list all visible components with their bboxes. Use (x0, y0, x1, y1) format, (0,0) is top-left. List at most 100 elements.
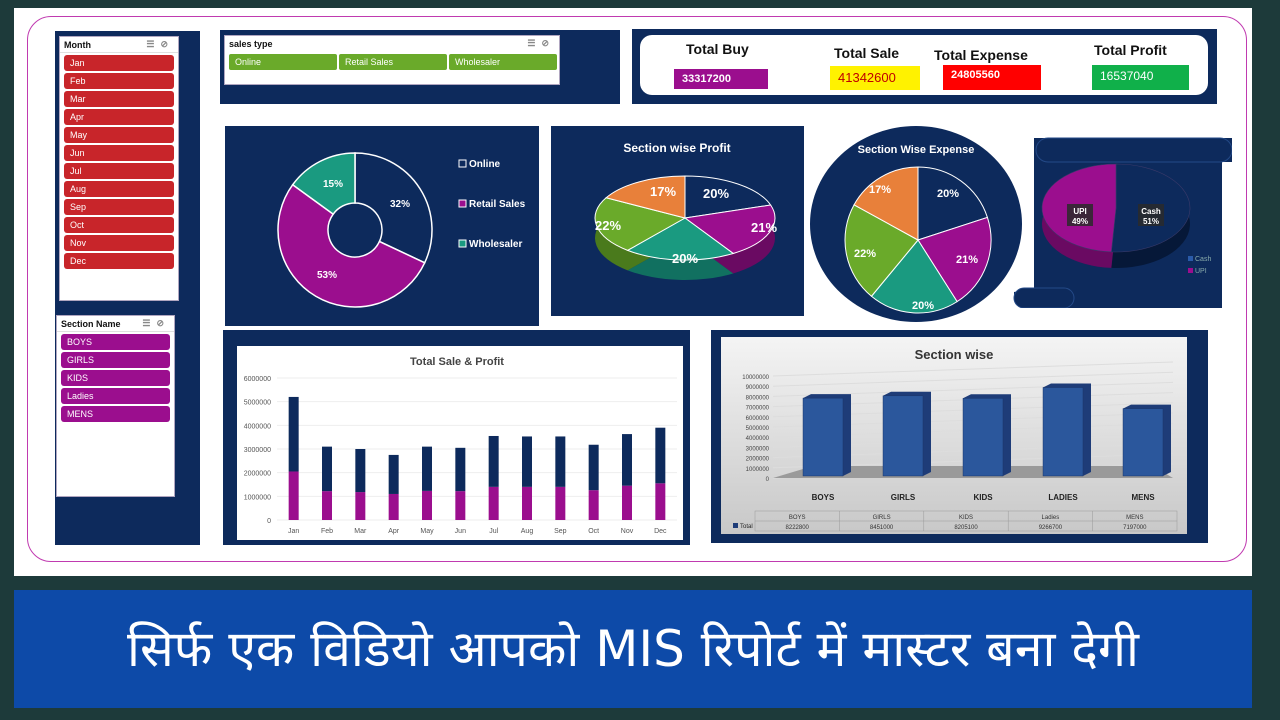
clear-filter-icon[interactable]: ☰⊘ (142, 318, 170, 328)
sale-bar-0-3 (388, 493, 399, 520)
donut-legend-label-1: Retail Sales (469, 199, 526, 210)
month-item-11[interactable]: Dec (64, 253, 174, 269)
sales-type-title: sales type (229, 39, 273, 49)
sale-ytick-5: 5000000 (244, 400, 271, 407)
section-slicer-title: Section Name (61, 319, 121, 329)
sale-bar-0-8 (555, 486, 566, 520)
multi-select-icon[interactable]: ☰⊘ (146, 39, 174, 49)
section-grid-9 (772, 371, 1174, 387)
section-bar-2 (962, 398, 1004, 477)
month-item-3[interactable]: Apr (64, 109, 174, 125)
month-item-6[interactable]: Jul (64, 163, 174, 179)
section-ytick-2: 2000000 (746, 457, 770, 463)
profit-slice-3 (594, 197, 687, 251)
payment-legend-label-0: Cash (1195, 256, 1211, 263)
donut-label-1: 53% (317, 270, 337, 281)
sales-type-header: sales type ☰⊘ (225, 36, 559, 52)
donut-legend-swatch-0 (458, 159, 467, 168)
donut-legend-label-0: Online (469, 159, 501, 170)
total-profit-value: 16537040 (1092, 65, 1189, 90)
sale-xtick-1: Feb (321, 528, 333, 535)
sale-bar-1-2 (355, 449, 366, 493)
sales-type-item-1[interactable]: Retail Sales (339, 54, 447, 70)
profit-slice-4 (605, 175, 686, 219)
sale-bar-1-4 (422, 446, 432, 491)
sale-ytick-3: 3000000 (244, 447, 271, 454)
section-table-value-2: 8205100 (954, 525, 978, 531)
section-table-header-0: BOYS (789, 515, 806, 521)
expense-label-3: 22% (854, 248, 876, 260)
sale-bar-0-11 (655, 483, 666, 520)
month-item-4[interactable]: May (64, 127, 174, 143)
section-table-swatch (733, 523, 738, 528)
section-table-series-name: Total (740, 524, 753, 530)
payment-legend-swatch-1 (1188, 268, 1193, 273)
sale-bar-0-5 (455, 491, 466, 520)
month-item-7[interactable]: Aug (64, 181, 174, 197)
month-item-5[interactable]: Jun (64, 145, 174, 161)
section-table-header-2: KIDS (959, 515, 973, 521)
section-item-2[interactable]: KIDS (61, 370, 170, 386)
sales-type-slicer: sales type ☰⊘ Online Retail Sales Wholesal… (224, 35, 560, 85)
month-item-1[interactable]: Feb (64, 73, 174, 89)
kpi-card: Total Buy 33317200 Total Sale 41342600 T… (640, 35, 1208, 95)
sale-xtick-5: Jun (455, 528, 466, 535)
title-banner: सिर्फ एक विडियो आपको MIS रिपोर्ट में मास… (14, 590, 1252, 708)
section-wise-panel: Section wise 0 1000000 2000000 3000000 400000… (711, 330, 1208, 543)
month-slicer-title: Month (64, 40, 91, 50)
kpi-panel: Total Buy 33317200 Total Sale 41342600 T… (632, 29, 1217, 104)
expense-slice-3 (844, 204, 919, 297)
month-slicer-header: Month ☰⊘ (60, 37, 178, 53)
total-sale-label: Total Sale (834, 45, 900, 61)
section-bar-4 (1122, 408, 1164, 477)
section-ytick-1: 1000000 (746, 467, 770, 473)
section-bar-0 (802, 397, 844, 477)
month-item-0[interactable]: Jan (64, 55, 174, 71)
section-item-4[interactable]: MENS (61, 406, 170, 422)
section-item-1[interactable]: GIRLS (61, 352, 170, 368)
filter-icon[interactable]: ☰⊘ (527, 38, 555, 48)
section-item-3[interactable]: Ladies (61, 388, 170, 404)
sale-ytick-4: 4000000 (244, 423, 271, 430)
sale-bar-0-7 (522, 486, 532, 520)
donut-label-0: 32% (390, 199, 410, 210)
section-table-header-3: Ladies (1042, 515, 1060, 521)
profit-label-0: 20% (703, 186, 729, 201)
scroll-bottom-roll (1013, 287, 1075, 309)
donut-slice-2 (291, 152, 356, 216)
sale-xtick-9: Oct (588, 528, 599, 535)
sale-chart-title: Total Sale & Profit (410, 356, 504, 368)
profit-label-1: 21% (751, 220, 777, 235)
sales-type-item-list: Online Retail Sales Wholesaler (225, 52, 559, 72)
month-item-2[interactable]: Mar (64, 91, 174, 107)
sales-type-item-2[interactable]: Wholesaler (449, 54, 557, 70)
section-table-value-1: 8451000 (870, 525, 894, 531)
sale-bar-1-7 (522, 436, 532, 487)
section-xtick-3: LADIES (1048, 493, 1078, 502)
section-table-value-4: 7197000 (1123, 525, 1147, 531)
sale-ytick-1: 1000000 (244, 494, 271, 501)
section-xtick-2: KIDS (973, 493, 993, 502)
month-item-10[interactable]: Nov (64, 235, 174, 251)
banner-text: सिर्फ एक विडियो आपको MIS रिपोर्ट में मास… (127, 620, 1139, 678)
sale-bar-0-9 (588, 490, 599, 520)
profit-pie-title: Section wise Profit (623, 141, 730, 155)
sale-bar-1-0 (288, 396, 299, 472)
payment-pie-panel: Cash 51% UPI 49% Cash UPI (1000, 130, 1238, 309)
sales-type-item-0[interactable]: Online (229, 54, 337, 70)
sale-ytick-0: 0 (267, 518, 271, 525)
section-ytick-6: 6000000 (746, 416, 770, 422)
total-expense-label: Total Expense (934, 47, 1028, 63)
month-item-9[interactable]: Oct (64, 217, 174, 233)
sale-xtick-6: Jul (489, 528, 498, 535)
slicer-panel: Month ☰⊘ Jan Feb Mar Apr May Jun Jul Aug Sep Oct N… (55, 31, 200, 545)
donut-slice-1 (277, 183, 426, 308)
section-ytick-3: 3000000 (746, 446, 770, 452)
sale-bar-1-10 (622, 434, 632, 486)
section-item-0[interactable]: BOYS (61, 334, 170, 350)
sale-bar-0-2 (355, 492, 366, 520)
sale-profit-panel: Total Sale & Profit 0 1000000 2000000 300000… (223, 330, 690, 545)
month-item-8[interactable]: Sep (64, 199, 174, 215)
profit-slice-0 (684, 175, 772, 219)
